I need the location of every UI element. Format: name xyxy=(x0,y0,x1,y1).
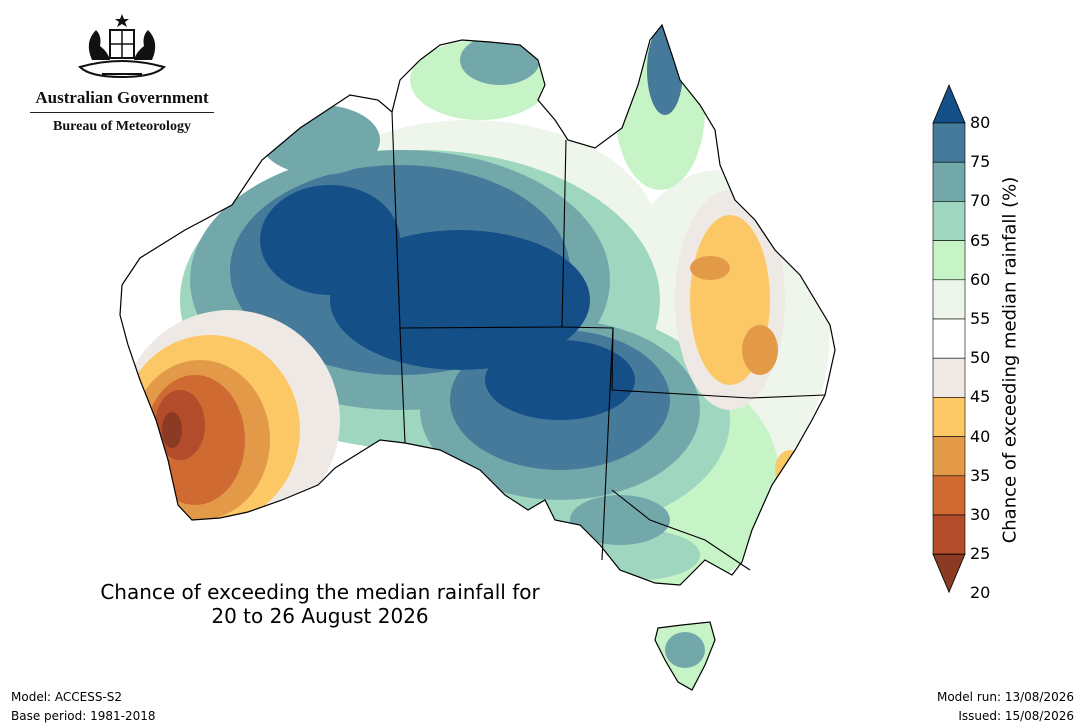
colorbar-band xyxy=(932,514,966,555)
colorbar-tick-label: 20 xyxy=(970,583,991,603)
colorbar-band xyxy=(932,397,966,437)
issued-date: Issued: 15/08/2026 xyxy=(958,709,1074,723)
base-period: Base period: 1981-2018 xyxy=(11,709,156,723)
colorbar-tick-label: 60 xyxy=(970,269,991,289)
coat-of-arms-icon xyxy=(78,14,166,79)
colorbar-tick-label: 65 xyxy=(970,230,991,250)
colorbar-band xyxy=(932,436,966,477)
colorbar xyxy=(932,83,966,594)
colorbar-band xyxy=(932,122,966,163)
colorbar-tick-label: 70 xyxy=(970,191,991,211)
model-run-date: Model run: 13/08/2026 xyxy=(936,690,1074,704)
colorbar-band xyxy=(932,161,966,202)
colorbar-tick-label: 50 xyxy=(970,348,991,368)
colorbar-tick-label: 45 xyxy=(970,387,991,407)
map-title-line1: Chance of exceeding the median rainfall … xyxy=(100,580,540,604)
colorbar-extend-top xyxy=(932,83,966,124)
colorbar-band xyxy=(932,201,966,241)
colorbar-band xyxy=(932,279,966,320)
colorbar-tick-label: 40 xyxy=(970,426,991,446)
colorbar-band xyxy=(932,318,966,359)
agency-divider xyxy=(30,112,214,113)
colorbar-band xyxy=(932,240,966,281)
colorbar-tick-label: 75 xyxy=(970,152,991,172)
agency-name: Australian Government xyxy=(35,88,209,107)
model-name: Model: ACCESS-S2 xyxy=(11,690,123,704)
colorbar-band xyxy=(932,357,966,398)
colorbar-band xyxy=(932,475,966,516)
colorbar-tick-label: 35 xyxy=(970,465,991,485)
colorbar-extend-bottom xyxy=(932,553,966,594)
colorbar-tick-label: 30 xyxy=(970,505,991,524)
bureau-name: Bureau of Meteorology xyxy=(53,119,191,134)
state-borders xyxy=(391,111,826,571)
colorbar-tick-label: 80 xyxy=(970,113,991,132)
colorbar-tick-label: 25 xyxy=(970,544,991,564)
map-title-line2: 20 to 26 August 2026 xyxy=(211,604,429,628)
colorbar-tick-label: 55 xyxy=(970,309,991,328)
coastline xyxy=(119,23,836,691)
map-title: Chance of exceeding the median rainfall … xyxy=(40,580,600,628)
colorbar-label: Chance of exceeding median rainfall (%) xyxy=(999,176,1021,544)
